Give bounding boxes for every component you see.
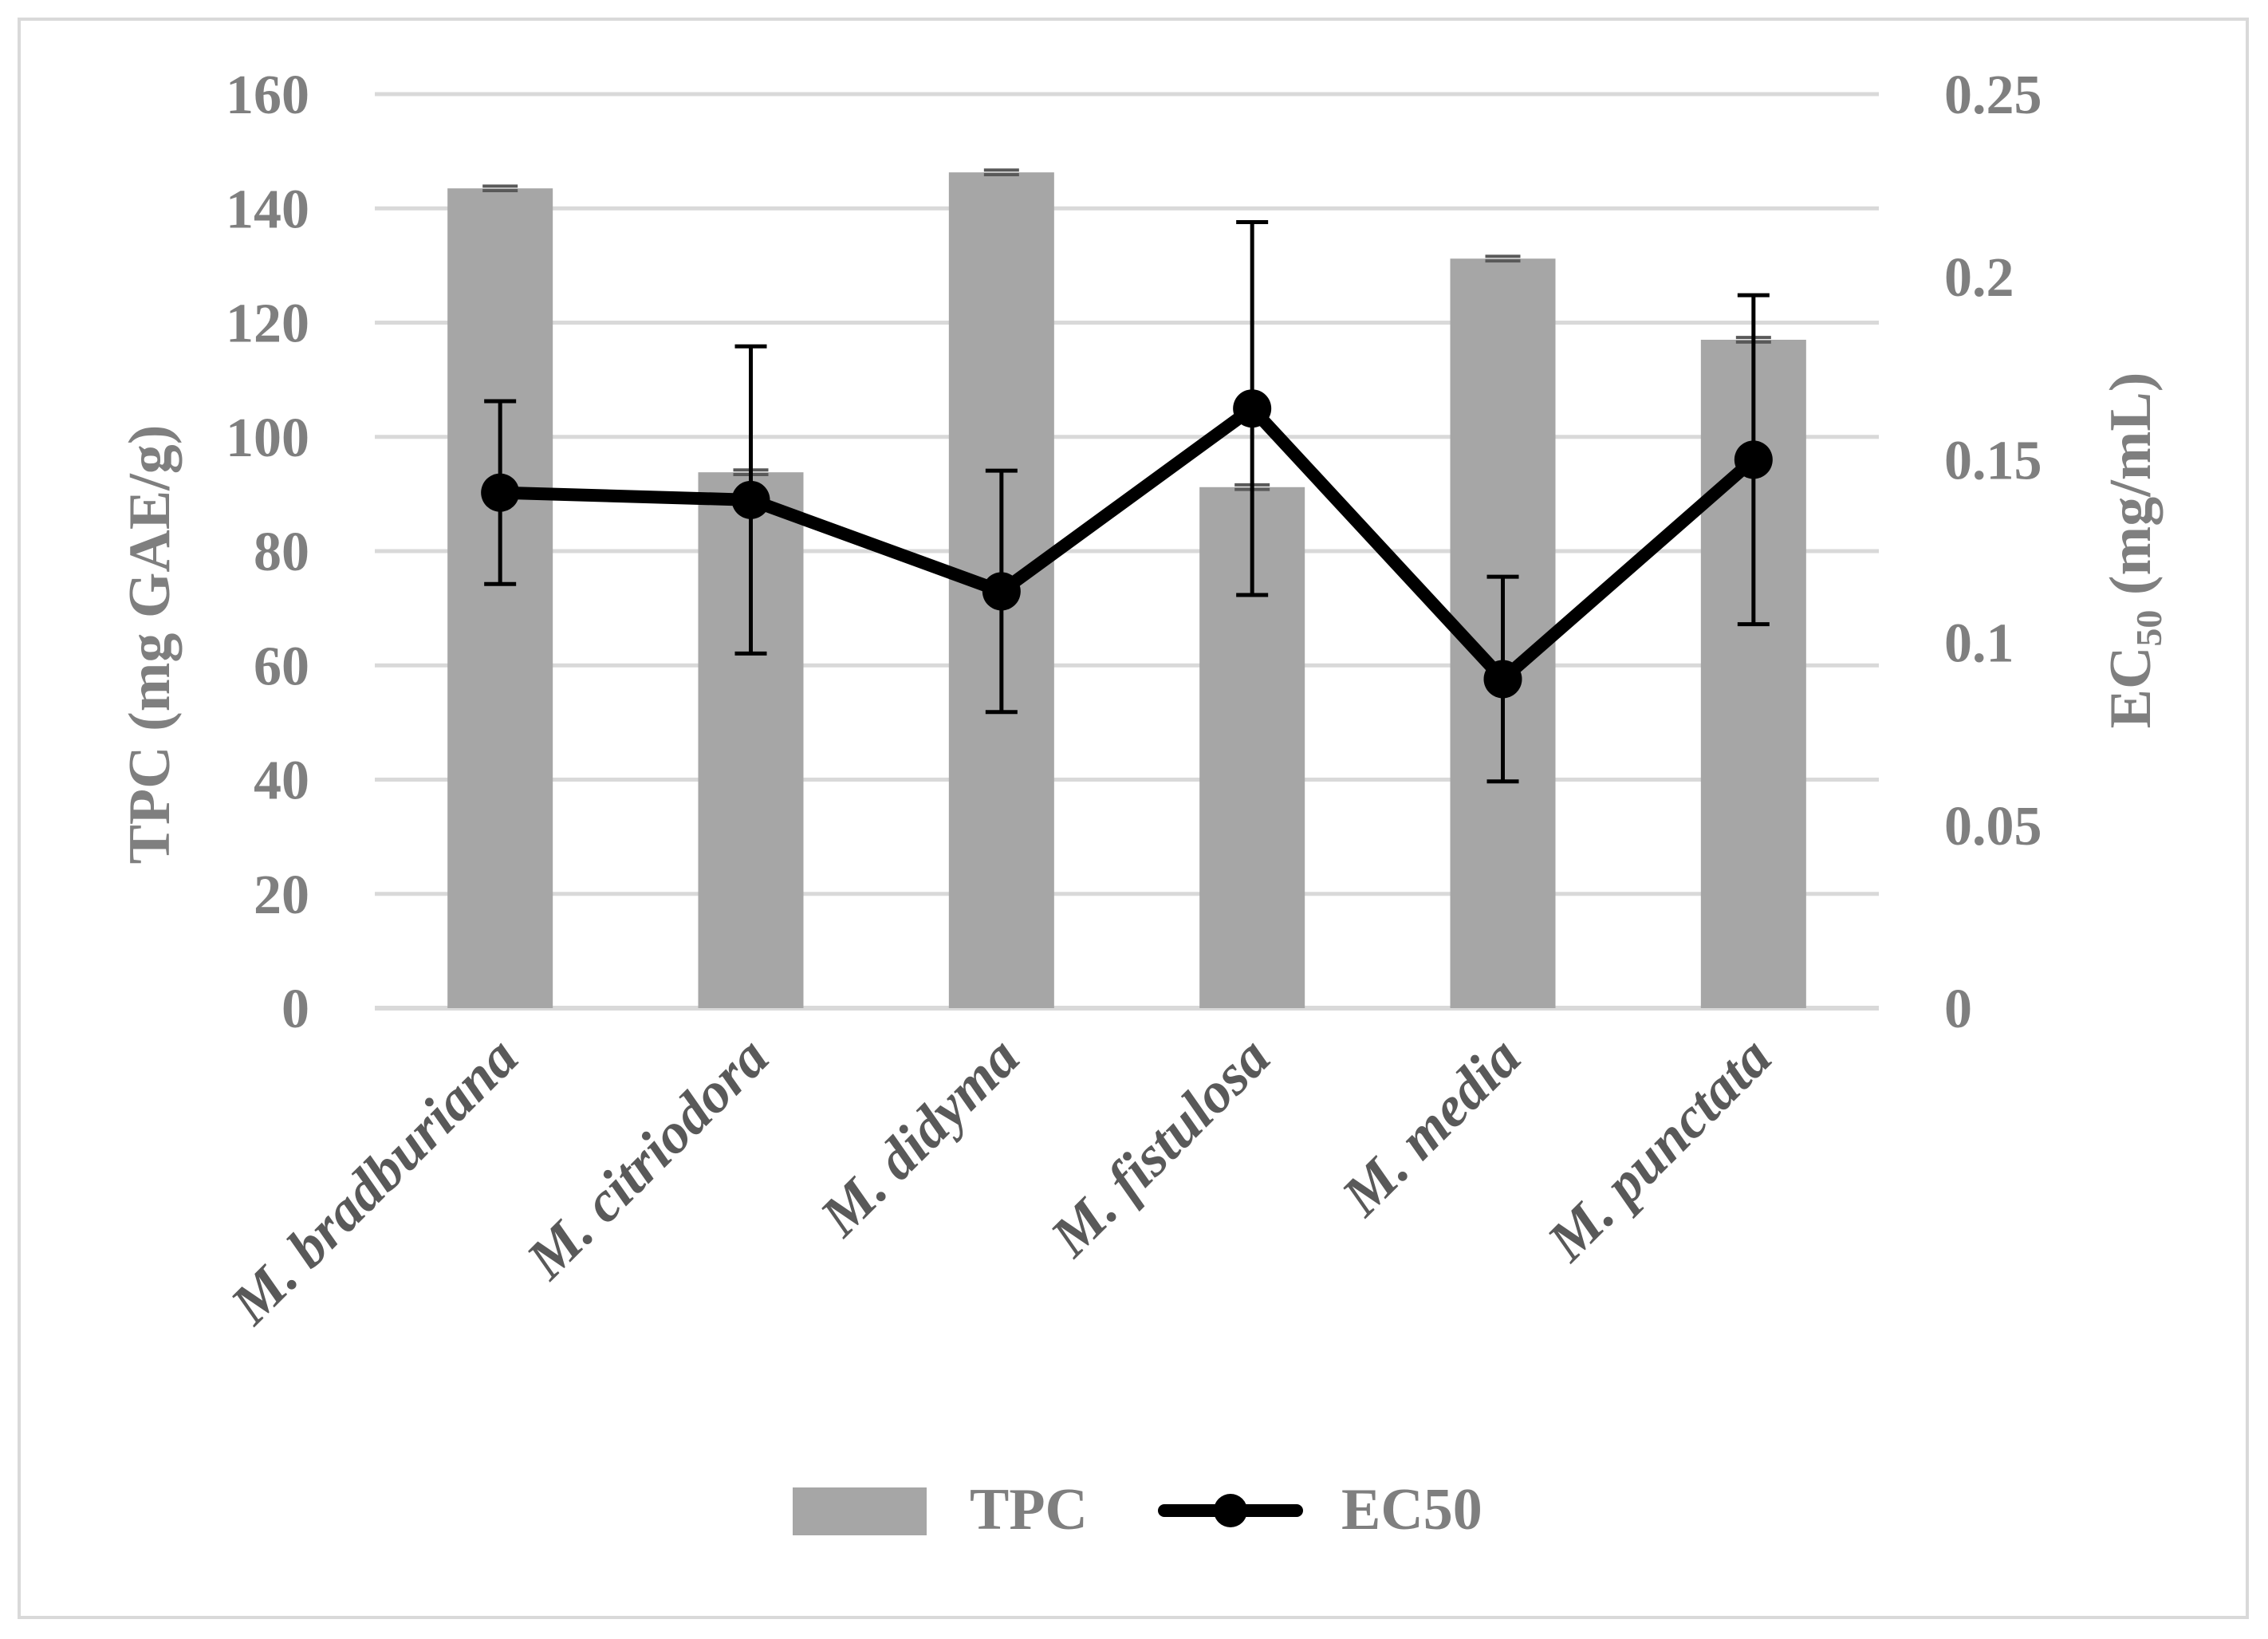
left-tick-label-120: 120 [226,294,309,355]
ec50-marker-5 [1734,440,1773,479]
left-tick-label-0: 0 [282,979,309,1040]
legend-marker-ec50 [1214,1494,1247,1527]
category-label-2: M. didyma [807,1025,1031,1249]
legend-swatch-tpc [793,1487,927,1535]
right-tick-label-0.2: 0.2 [1944,247,2014,309]
right-axis-title-main: EC [2098,647,2164,729]
ec50-marker-0 [481,473,520,512]
category-label-4: M. media [1329,1025,1533,1228]
right-axis-ticks: 0 0.05 0.1 0.15 0.2 0.25 [1944,65,2042,1040]
gridlines [375,92,1879,1011]
ec50-marker-1 [731,480,770,519]
right-tick-label-0.1: 0.1 [1944,613,2014,675]
ec50-polyline [494,402,1760,686]
left-tick-label-40: 40 [254,751,309,812]
left-tick-label-140: 140 [226,179,309,240]
right-tick-label-0.25: 0.25 [1944,65,2042,126]
left-tick-label-100: 100 [226,408,309,469]
chart-frame [18,18,2249,1619]
ec50-marker-3 [1233,389,1272,428]
right-axis-title: EC50 (mg/mL) [2098,372,2169,729]
right-tick-label-0: 0 [1944,979,1972,1040]
left-axis-ticks: 0 20 40 60 80 100 120 140 160 [226,65,309,1040]
right-tick-label-0.05: 0.05 [1944,796,2042,857]
ec50-line [481,389,1773,699]
left-tick-label-20: 20 [254,865,309,926]
right-axis-title-unit: (mg/mL) [2098,372,2164,610]
ec50-marker-2 [982,572,1021,611]
category-label-3: M. fistulosa [1038,1025,1282,1269]
legend-label-tpc: TPC [970,1477,1088,1542]
category-label-1: M. citriodora [514,1025,780,1291]
category-label-5: M. punctata [1534,1025,1783,1274]
bar-error-bars [482,168,1771,491]
legend: TPC EC50 [793,1477,1482,1542]
category-label-0: M. bradburiana [218,1025,530,1337]
left-axis-title: TPC (mg GAE/g) [117,425,183,865]
right-axis-title-sub: 50 [2128,610,2169,647]
left-tick-label-160: 160 [226,65,309,126]
ec50-marker-4 [1483,660,1522,699]
right-tick-label-0.15: 0.15 [1944,430,2042,491]
legend-label-ec50: EC50 [1341,1477,1482,1542]
left-tick-label-80: 80 [254,522,309,583]
bar-tpc-0 [447,188,553,1008]
left-tick-label-60: 60 [254,636,309,697]
